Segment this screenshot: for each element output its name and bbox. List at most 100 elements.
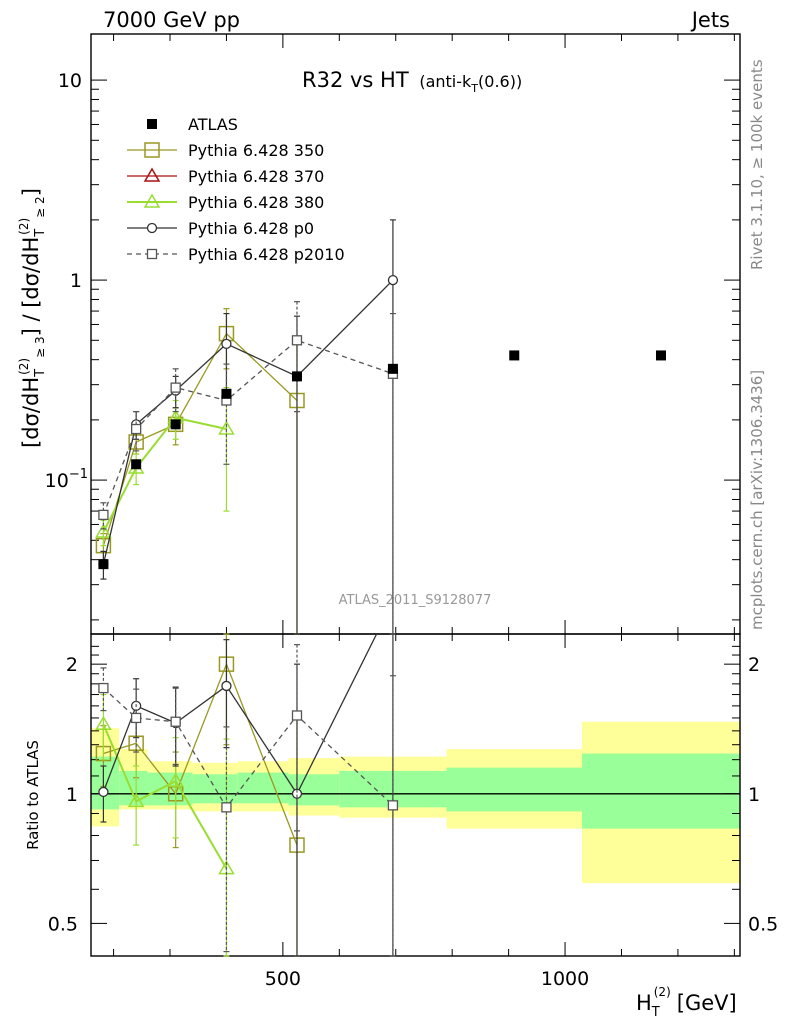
series-point-ratio bbox=[127, 792, 145, 808]
y-axis-label-exp1: ≥ 3 bbox=[33, 336, 47, 358]
x-tick-label: 1000 bbox=[541, 968, 589, 990]
legend-marker bbox=[143, 167, 161, 182]
series-point-ratio bbox=[130, 712, 142, 724]
series-3 bbox=[98, 219, 399, 957]
series-point-ratio bbox=[221, 802, 232, 813]
green-band-bin bbox=[237, 772, 289, 804]
ratio-y-tick-label-left: 2 bbox=[66, 654, 78, 676]
series-point-main bbox=[170, 382, 181, 393]
y-axis-label-part1: [dσ/dH bbox=[19, 377, 43, 448]
y-tick-label: 10−1 bbox=[45, 467, 88, 492]
atlas-point bbox=[131, 459, 142, 470]
y-axis-label-end: ] bbox=[19, 188, 43, 196]
atlas-point bbox=[291, 371, 302, 382]
legend-marker bbox=[147, 119, 157, 129]
ratio-plot-frame bbox=[90, 633, 741, 957]
analysis-label: ATLAS_2011_S9128077 bbox=[339, 593, 492, 608]
series-point-ratio bbox=[98, 682, 109, 694]
series-point-main bbox=[98, 509, 109, 521]
x-axis-label-sub: T bbox=[651, 1005, 660, 1020]
legend-entry: Pythia 6.428 370 bbox=[127, 167, 324, 186]
chart-title-suffix-end: (0.6)) bbox=[478, 72, 522, 91]
series-line-ratio bbox=[102, 687, 394, 809]
series-point-ratio bbox=[387, 800, 399, 811]
series-line-ratio bbox=[102, 723, 228, 870]
series-point-main bbox=[218, 420, 235, 435]
legend-entry: ATLAS bbox=[147, 115, 238, 134]
y-axis-label-sup2: (2) bbox=[17, 218, 31, 235]
atlas-point bbox=[387, 363, 398, 374]
chart-title: R32 vs HT (anti-kT(0.6)) bbox=[302, 68, 522, 95]
green-band-bin bbox=[91, 756, 120, 810]
series-point-main bbox=[95, 523, 112, 538]
y-axis-label-part2: ] / [dσ/dH bbox=[19, 237, 43, 337]
legend-entry: Pythia 6.428 p0 bbox=[127, 219, 314, 238]
ratio-y-tick-label-left: 1 bbox=[66, 784, 78, 806]
rivet-label: Rivet 3.1.10, ≥ 100k events bbox=[748, 59, 766, 270]
header-left: 7000 GeV pp bbox=[103, 8, 240, 32]
legend-entry: Pythia 6.428 p2010 bbox=[127, 245, 345, 264]
series-line-main bbox=[102, 416, 227, 533]
legend-label: Pythia 6.428 370 bbox=[188, 167, 324, 186]
x-axis-label-sup: (2) bbox=[654, 985, 671, 999]
y-tick-label: 10 bbox=[58, 70, 82, 92]
green-band-bin bbox=[581, 753, 740, 829]
ratio-y-tick-label-right: 1 bbox=[748, 784, 760, 806]
series-point-main bbox=[291, 335, 303, 346]
atlas-point bbox=[170, 419, 181, 430]
atlas-point bbox=[655, 350, 666, 361]
x-axis-label-unit: [GeV] bbox=[677, 991, 737, 1015]
ratio-y-tick-label-right: 2 bbox=[748, 654, 760, 676]
y-axis-label-sub2: T bbox=[33, 229, 48, 238]
legend-marker bbox=[144, 142, 160, 158]
atlas-point bbox=[98, 559, 109, 570]
y-tick-label-exponent: −1 bbox=[69, 467, 88, 482]
series-point-ratio bbox=[221, 680, 232, 692]
y-axis-label-sup1: (2) bbox=[17, 358, 31, 375]
legend-label: Pythia 6.428 p2010 bbox=[188, 245, 345, 264]
legend-entry: Pythia 6.428 380 bbox=[127, 193, 324, 212]
chart-title-suffix: (anti-k bbox=[419, 72, 472, 91]
data-series bbox=[95, 219, 666, 957]
legend-marker bbox=[146, 222, 158, 234]
series-point-ratio bbox=[291, 710, 303, 721]
x-tick-label: 500 bbox=[265, 968, 301, 990]
header-right: Jets bbox=[690, 8, 730, 32]
green-band-bin bbox=[192, 774, 238, 804]
series-line-ratio bbox=[102, 633, 378, 796]
y-tick-label-base: 10 bbox=[45, 470, 69, 492]
series-line-main bbox=[102, 279, 394, 565]
legend-entry: Pythia 6.428 350 bbox=[127, 141, 324, 160]
x-axis-label-main: H bbox=[636, 991, 652, 1015]
ratio-y-tick-label-right: 0.5 bbox=[748, 913, 778, 935]
legend-marker bbox=[143, 193, 161, 208]
series-line-main bbox=[102, 339, 394, 516]
series-2 bbox=[95, 387, 235, 957]
legend-marker bbox=[146, 248, 158, 260]
series-point-ratio bbox=[167, 772, 184, 787]
legend-label: Pythia 6.428 p0 bbox=[188, 219, 314, 238]
series-point-main bbox=[130, 423, 142, 435]
ratio-y-tick-label-left: 0.5 bbox=[48, 913, 78, 935]
mcplots-label: mcplots.cern.ch [arXiv:1306.3436] bbox=[748, 370, 766, 630]
y-tick-label: 1 bbox=[70, 270, 82, 292]
legend: ATLAS Pythia 6.428 350 Pythia 6.428 370 Pyt… bbox=[127, 115, 345, 264]
green-band-bin bbox=[147, 772, 193, 806]
legend-label: Pythia 6.428 350 bbox=[188, 141, 324, 160]
series-point-ratio bbox=[98, 786, 109, 798]
x-axis-label: HT (2) [GeV] bbox=[636, 985, 737, 1020]
y-axis-label-sub1: T bbox=[33, 369, 48, 378]
plot-frames bbox=[90, 33, 741, 957]
atlas-point bbox=[509, 350, 520, 361]
atlas-data bbox=[98, 350, 666, 570]
chart-title-main: R32 vs HT bbox=[302, 68, 409, 92]
atlas-point bbox=[221, 388, 232, 399]
legend-label: ATLAS bbox=[188, 115, 238, 134]
y-axis-label: [dσ/dHT(2)≥ 3] / [dσ/dHT(2)≥ 2] bbox=[17, 188, 48, 448]
legend-label: Pythia 6.428 380 bbox=[188, 193, 324, 212]
series-0 bbox=[95, 308, 305, 957]
series-4 bbox=[98, 301, 399, 957]
series-point-ratio bbox=[170, 716, 181, 727]
